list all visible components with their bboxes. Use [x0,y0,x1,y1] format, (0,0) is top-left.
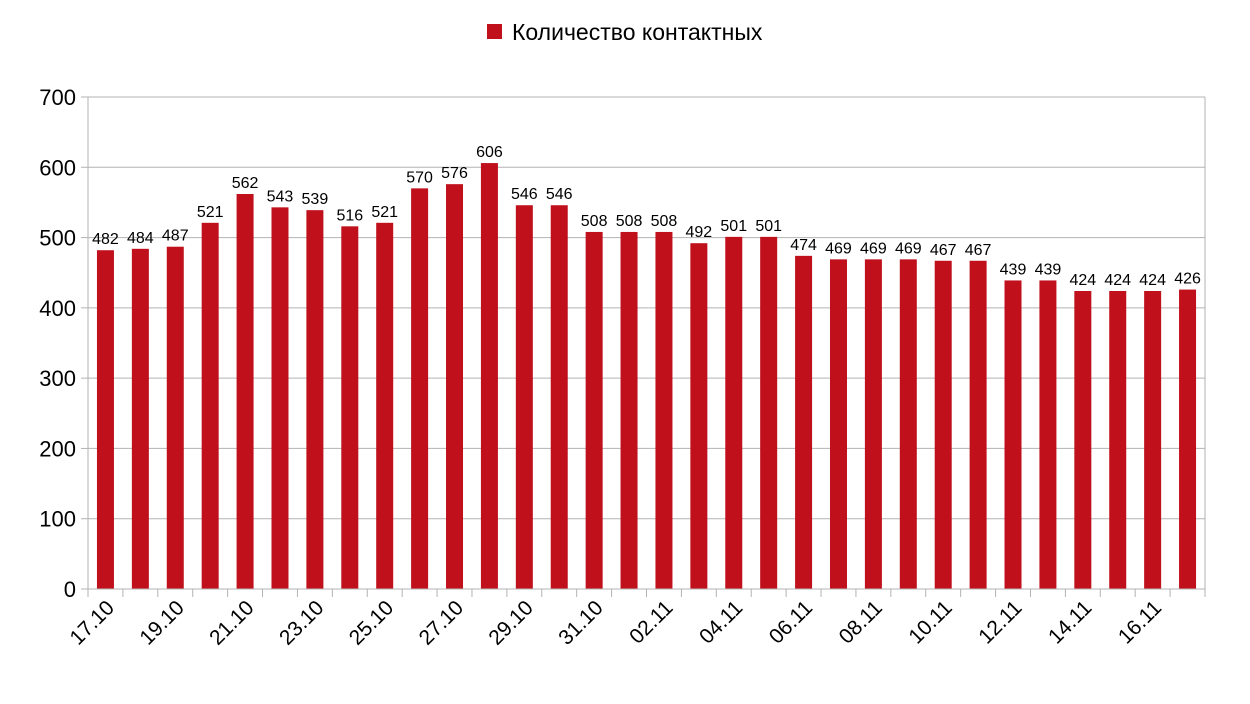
y-tick-label: 200 [39,436,76,461]
bar [760,236,778,589]
x-tick-label: 21.10 [205,596,258,649]
data-label: 516 [336,207,363,224]
bar [1144,290,1162,589]
x-tick-label: 17.10 [66,596,119,649]
data-label: 543 [267,188,294,205]
data-label: 424 [1139,272,1166,289]
y-tick-label: 600 [39,155,76,180]
x-tick-label: 10.11 [904,596,956,648]
data-label: 521 [371,204,398,221]
x-tick-label: 27.10 [415,596,468,649]
y-tick-label: 700 [39,85,76,110]
y-tick-label: 100 [39,507,76,532]
bar [864,259,882,589]
legend: Количество контактных [487,19,763,45]
data-label: 424 [1104,272,1131,289]
data-label: 539 [302,191,329,208]
data-label: 576 [441,165,468,182]
y-axis-ticks: 0 100 200 300 400 500 600 700 [39,85,88,602]
y-tick-label: 400 [39,296,76,321]
x-tick-label: 16.11 [1114,596,1166,648]
x-tick-label: 04.11 [695,596,747,648]
bar [376,222,394,589]
data-label: 521 [197,204,224,221]
data-label: 467 [965,242,992,259]
data-label: 508 [616,213,643,230]
y-tick-label: 0 [64,577,76,602]
data-label: 469 [860,240,887,257]
bar [934,260,952,589]
bar [899,259,917,589]
x-tick-label: 08.11 [835,596,887,648]
bar [411,188,429,589]
legend-swatch [487,24,502,39]
y-tick-label: 300 [39,366,76,391]
bar [446,184,464,589]
x-tick-label: 19.10 [135,596,188,649]
bars [96,163,1197,590]
x-tick-label: 31.10 [554,596,607,649]
x-axis: 17.10 19.10 21.10 23.10 25.10 27.10 29.10 31.10… [66,588,1206,650]
data-label: 439 [1000,261,1027,278]
bar [725,236,743,589]
data-label: 482 [92,231,119,248]
bar [969,260,987,589]
bar [166,246,184,590]
bar [585,231,603,589]
bar [341,226,359,589]
x-tick-label: 06.11 [765,596,817,648]
data-label: 546 [546,186,573,203]
data-label: 474 [790,237,817,254]
x-tick-label: 29.10 [484,596,537,649]
x-tick-label: 02.11 [625,596,677,648]
bar [1039,280,1057,589]
data-label: 570 [406,169,433,186]
data-labels: 482 484 487 521 562 543 539 516 521 570 576 606 546 5… [92,144,1201,289]
data-label: 508 [581,213,608,230]
legend-label: Количество контактных [512,19,763,45]
bar [795,255,813,590]
bar [620,231,638,589]
data-label: 562 [232,175,259,192]
x-tick-label: 23.10 [275,596,328,649]
data-label: 492 [686,224,713,241]
x-tick-label: 12.11 [974,596,1026,648]
bar [1074,290,1092,589]
bar [480,163,498,589]
data-label: 501 [755,218,782,235]
bar [131,248,149,589]
data-label: 606 [476,144,503,161]
y-tick-label: 500 [39,226,76,251]
bar [1179,289,1197,589]
bar [690,243,708,590]
data-label: 469 [895,240,922,257]
bar [655,231,673,589]
bar [550,205,568,590]
gridlines [87,96,1206,590]
data-label: 439 [1035,261,1062,278]
x-tick-label: 14.11 [1044,596,1096,648]
data-label: 546 [511,186,538,203]
data-label: 501 [720,218,747,235]
bar [306,210,324,589]
bar [1004,280,1022,589]
data-label: 424 [1069,272,1096,289]
bar [1109,290,1127,589]
bar [271,207,289,589]
data-label: 426 [1174,271,1201,288]
data-label: 508 [651,213,678,230]
bar [236,193,254,589]
bar [515,205,533,590]
data-label: 484 [127,230,154,247]
data-label: 467 [930,242,957,259]
data-label: 469 [825,240,852,257]
x-tick-label: 25.10 [345,596,398,649]
data-label: 487 [162,228,189,245]
bar [201,222,219,589]
bar [96,250,114,590]
bar [829,259,847,589]
